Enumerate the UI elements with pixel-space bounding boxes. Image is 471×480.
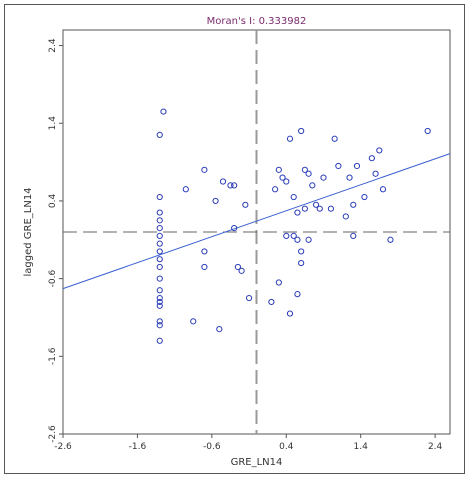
data-point — [212, 197, 219, 205]
data-point — [156, 294, 163, 302]
data-point — [272, 186, 279, 193]
data-point — [156, 275, 163, 282]
data-point — [156, 287, 163, 294]
regression-line — [62, 153, 451, 290]
y-tick-label: -0.6 — [48, 270, 58, 288]
data-point — [283, 178, 290, 185]
x-axis-label: GRE_LN14 — [231, 457, 283, 468]
data-point — [268, 298, 275, 306]
data-point — [294, 209, 301, 216]
data-point — [342, 213, 349, 220]
regression-line-group — [62, 153, 451, 290]
data-point — [301, 166, 308, 173]
data-point — [350, 232, 357, 239]
data-point — [316, 205, 323, 212]
data-point — [156, 337, 163, 344]
data-point — [156, 217, 163, 224]
data-point — [238, 267, 245, 274]
data-point — [361, 193, 368, 201]
data-point — [298, 259, 305, 267]
y-tick-label: 1.4 — [48, 116, 58, 131]
x-tick-label: 1.4 — [354, 442, 369, 452]
data-point — [353, 162, 361, 170]
data-point — [298, 248, 305, 255]
data-point — [294, 291, 301, 298]
reference-lines — [63, 30, 450, 434]
x-tick-label: -0.6 — [203, 442, 221, 452]
data-point — [156, 209, 163, 216]
data-point — [201, 248, 208, 255]
y-axis-label: lagged GRE_LN14 — [23, 187, 34, 276]
data-point — [156, 193, 163, 201]
data-point — [156, 322, 163, 329]
data-point — [305, 236, 312, 243]
data-point — [245, 294, 253, 302]
data-point — [346, 174, 353, 181]
data-point — [376, 147, 383, 154]
data-point — [156, 318, 163, 325]
y-tick-label: 0.4 — [48, 194, 58, 209]
data-point — [275, 166, 282, 173]
y-tick-label: -2.6 — [48, 425, 58, 443]
data-point — [156, 225, 163, 232]
data-point — [320, 174, 327, 181]
data-point — [156, 240, 163, 247]
x-tick-label: 2.4 — [428, 442, 443, 452]
data-point — [201, 166, 208, 173]
data-point — [350, 201, 357, 208]
data-point — [156, 263, 163, 271]
data-point — [279, 174, 286, 181]
data-point — [368, 155, 375, 162]
points-group — [156, 108, 431, 344]
data-point — [242, 201, 249, 208]
data-point — [309, 182, 316, 189]
data-point — [234, 263, 241, 271]
data-point — [372, 170, 379, 177]
data-point — [201, 263, 208, 271]
y-tick-label: 2.4 — [48, 38, 58, 53]
data-point — [331, 135, 338, 142]
data-point — [327, 205, 335, 212]
data-point — [286, 310, 294, 317]
data-point — [275, 279, 282, 286]
data-point — [335, 162, 342, 170]
data-point — [156, 256, 163, 263]
data-point — [182, 186, 189, 193]
data-point — [283, 232, 290, 239]
data-point — [305, 170, 312, 177]
data-point — [156, 131, 163, 138]
moran-scatterplot: Moran's I: 0.333982 -2.6 -1.6 -0.6 0.4 1.4 2.… — [23, 16, 451, 468]
data-point — [231, 182, 238, 189]
y-tick-label: -1.6 — [48, 347, 58, 365]
x-tick-label: 0.4 — [279, 442, 294, 452]
chart-title: Moran's I: 0.333982 — [207, 16, 307, 27]
data-point — [290, 232, 297, 239]
data-point — [190, 318, 197, 325]
data-point — [160, 108, 167, 115]
data-point — [219, 178, 227, 185]
data-point — [424, 127, 431, 135]
data-point — [387, 236, 394, 243]
data-point — [227, 182, 234, 189]
data-point — [231, 225, 238, 232]
data-point — [290, 193, 297, 201]
data-point — [379, 186, 387, 193]
data-point — [156, 232, 163, 239]
data-point — [312, 201, 320, 208]
x-tick-label: -2.6 — [54, 442, 72, 452]
x-tick-label: -1.6 — [129, 442, 147, 452]
data-point — [301, 205, 308, 212]
data-point — [156, 298, 163, 306]
data-point — [156, 248, 163, 255]
y-ticks: 2.4 1.4 0.4 -0.6 -1.6 -2.6 — [48, 38, 63, 443]
data-point — [294, 236, 301, 243]
data-point — [156, 302, 163, 309]
data-point — [298, 127, 305, 135]
chart-frame: Moran's I: 0.333982 -2.6 -1.6 -0.6 0.4 1.4 2.… — [4, 4, 465, 474]
data-point — [216, 326, 223, 333]
x-ticks: -2.6 -1.6 -0.6 0.4 1.4 2.4 — [54, 434, 443, 452]
data-point — [286, 135, 294, 142]
